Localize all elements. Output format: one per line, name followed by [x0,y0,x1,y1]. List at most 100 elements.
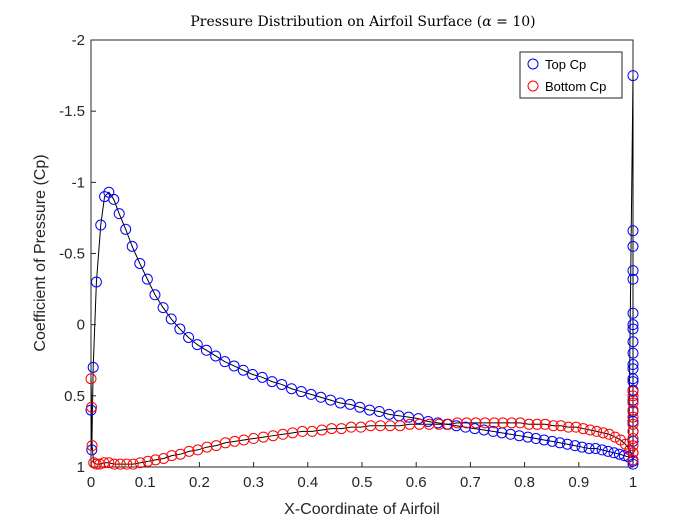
data-point [627,390,639,402]
data-point [627,336,639,348]
data-point [561,438,573,450]
data-point [451,417,463,429]
x-tick-label: 1 [629,474,637,491]
data-point [538,434,550,446]
data-point [576,441,588,453]
data-point [121,458,133,470]
data-point [325,394,337,406]
data-point [412,413,424,425]
data-point [522,431,534,443]
x-tick-label: 0.7 [460,474,481,491]
data-point [183,331,195,343]
data-point [627,307,639,319]
data-point [229,435,241,447]
data-point [134,257,146,269]
data-point [513,430,525,442]
axes-ticks: 0 0.1 0.2 0.3 0.4 0.5 0.6 0.7 0.8 0.9 1 -2 -1.5 -1 -0.… [59,32,637,491]
data-point [609,431,621,443]
data-point [584,424,596,436]
data-point [627,359,639,371]
data-point [602,445,614,457]
data-point [108,458,120,470]
data-point [627,425,639,437]
data-point [563,421,574,433]
data-point [627,265,639,277]
legend-label-bottom-cp: Bottom Cp [545,79,606,94]
x-tick-label: 0.4 [297,474,318,491]
data-point [487,425,499,437]
x-tick-label: 0.6 [406,474,427,491]
data-point [583,443,595,454]
data-point [470,417,482,429]
data-point [627,386,639,398]
data-point [531,418,543,430]
data-point [126,240,138,252]
data-point [191,339,203,351]
data-point [555,420,567,432]
data-point [183,445,195,457]
data-point [627,447,639,459]
data-point [505,428,517,440]
data-point [488,417,500,429]
data-point [554,437,566,449]
data-point [344,398,356,410]
data-point [87,361,99,373]
data-point [627,411,639,423]
legend-marker-bottom-cp [527,80,539,92]
y-tick-label: 1 [77,459,85,476]
x-axis-label: X-Coordinate of Airfoil [284,501,440,518]
data-point [149,289,161,301]
x-tick-label: 0.8 [514,474,535,491]
data-point [86,440,98,452]
data-point [219,437,231,449]
data-point [286,383,298,395]
data-point [530,433,542,445]
data-point [150,454,161,466]
data-point [590,443,602,454]
data-point [266,376,278,388]
x-tick-label: 0.1 [135,474,156,491]
legend: Top Cp Bottom Cp [519,51,623,99]
y-tick-label: 0 [77,317,85,334]
data-point [627,273,639,285]
data-point [228,360,240,372]
data-point [627,225,639,237]
data-point [627,347,639,359]
y-tick-label: -2 [72,32,85,49]
data-point [373,405,385,417]
data-point [479,417,491,429]
x-tick-label: 0.5 [352,474,373,491]
data-point [627,418,639,430]
data-point [597,427,609,439]
data-point [627,433,639,445]
data-point [627,458,639,470]
data-point [627,240,639,252]
data-point [570,421,582,433]
data-point [627,323,639,335]
data-point [113,208,125,220]
data-point [201,441,213,453]
data-point [546,435,558,447]
data-point [94,458,106,470]
data-point [276,378,288,390]
y-tick-label: -0.5 [59,246,85,263]
data-point [120,223,132,235]
data-point [627,454,639,466]
data-point [295,386,307,398]
data-point [627,373,639,385]
legend-box [519,51,623,99]
y-tick-label: -1 [72,174,85,191]
y-axis-label: Coefficient of Pressure (Cp) [32,154,49,351]
data-point [577,423,589,435]
data-point [103,457,115,469]
data-point [469,423,481,435]
data-point [596,444,608,456]
data-point [141,273,153,285]
data-point [90,276,102,288]
data-point [237,364,249,376]
data-point [461,417,473,429]
data-point [256,371,268,383]
data-point [85,373,97,385]
y-tick-label: -1.5 [59,103,85,120]
